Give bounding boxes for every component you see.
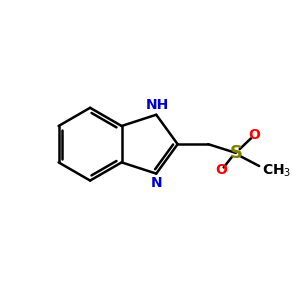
- Text: N: N: [151, 176, 163, 190]
- Text: O: O: [248, 128, 260, 142]
- Text: S: S: [230, 144, 242, 162]
- Text: O: O: [215, 164, 227, 177]
- Text: CH$_3$: CH$_3$: [262, 163, 291, 179]
- Text: NH: NH: [146, 98, 169, 112]
